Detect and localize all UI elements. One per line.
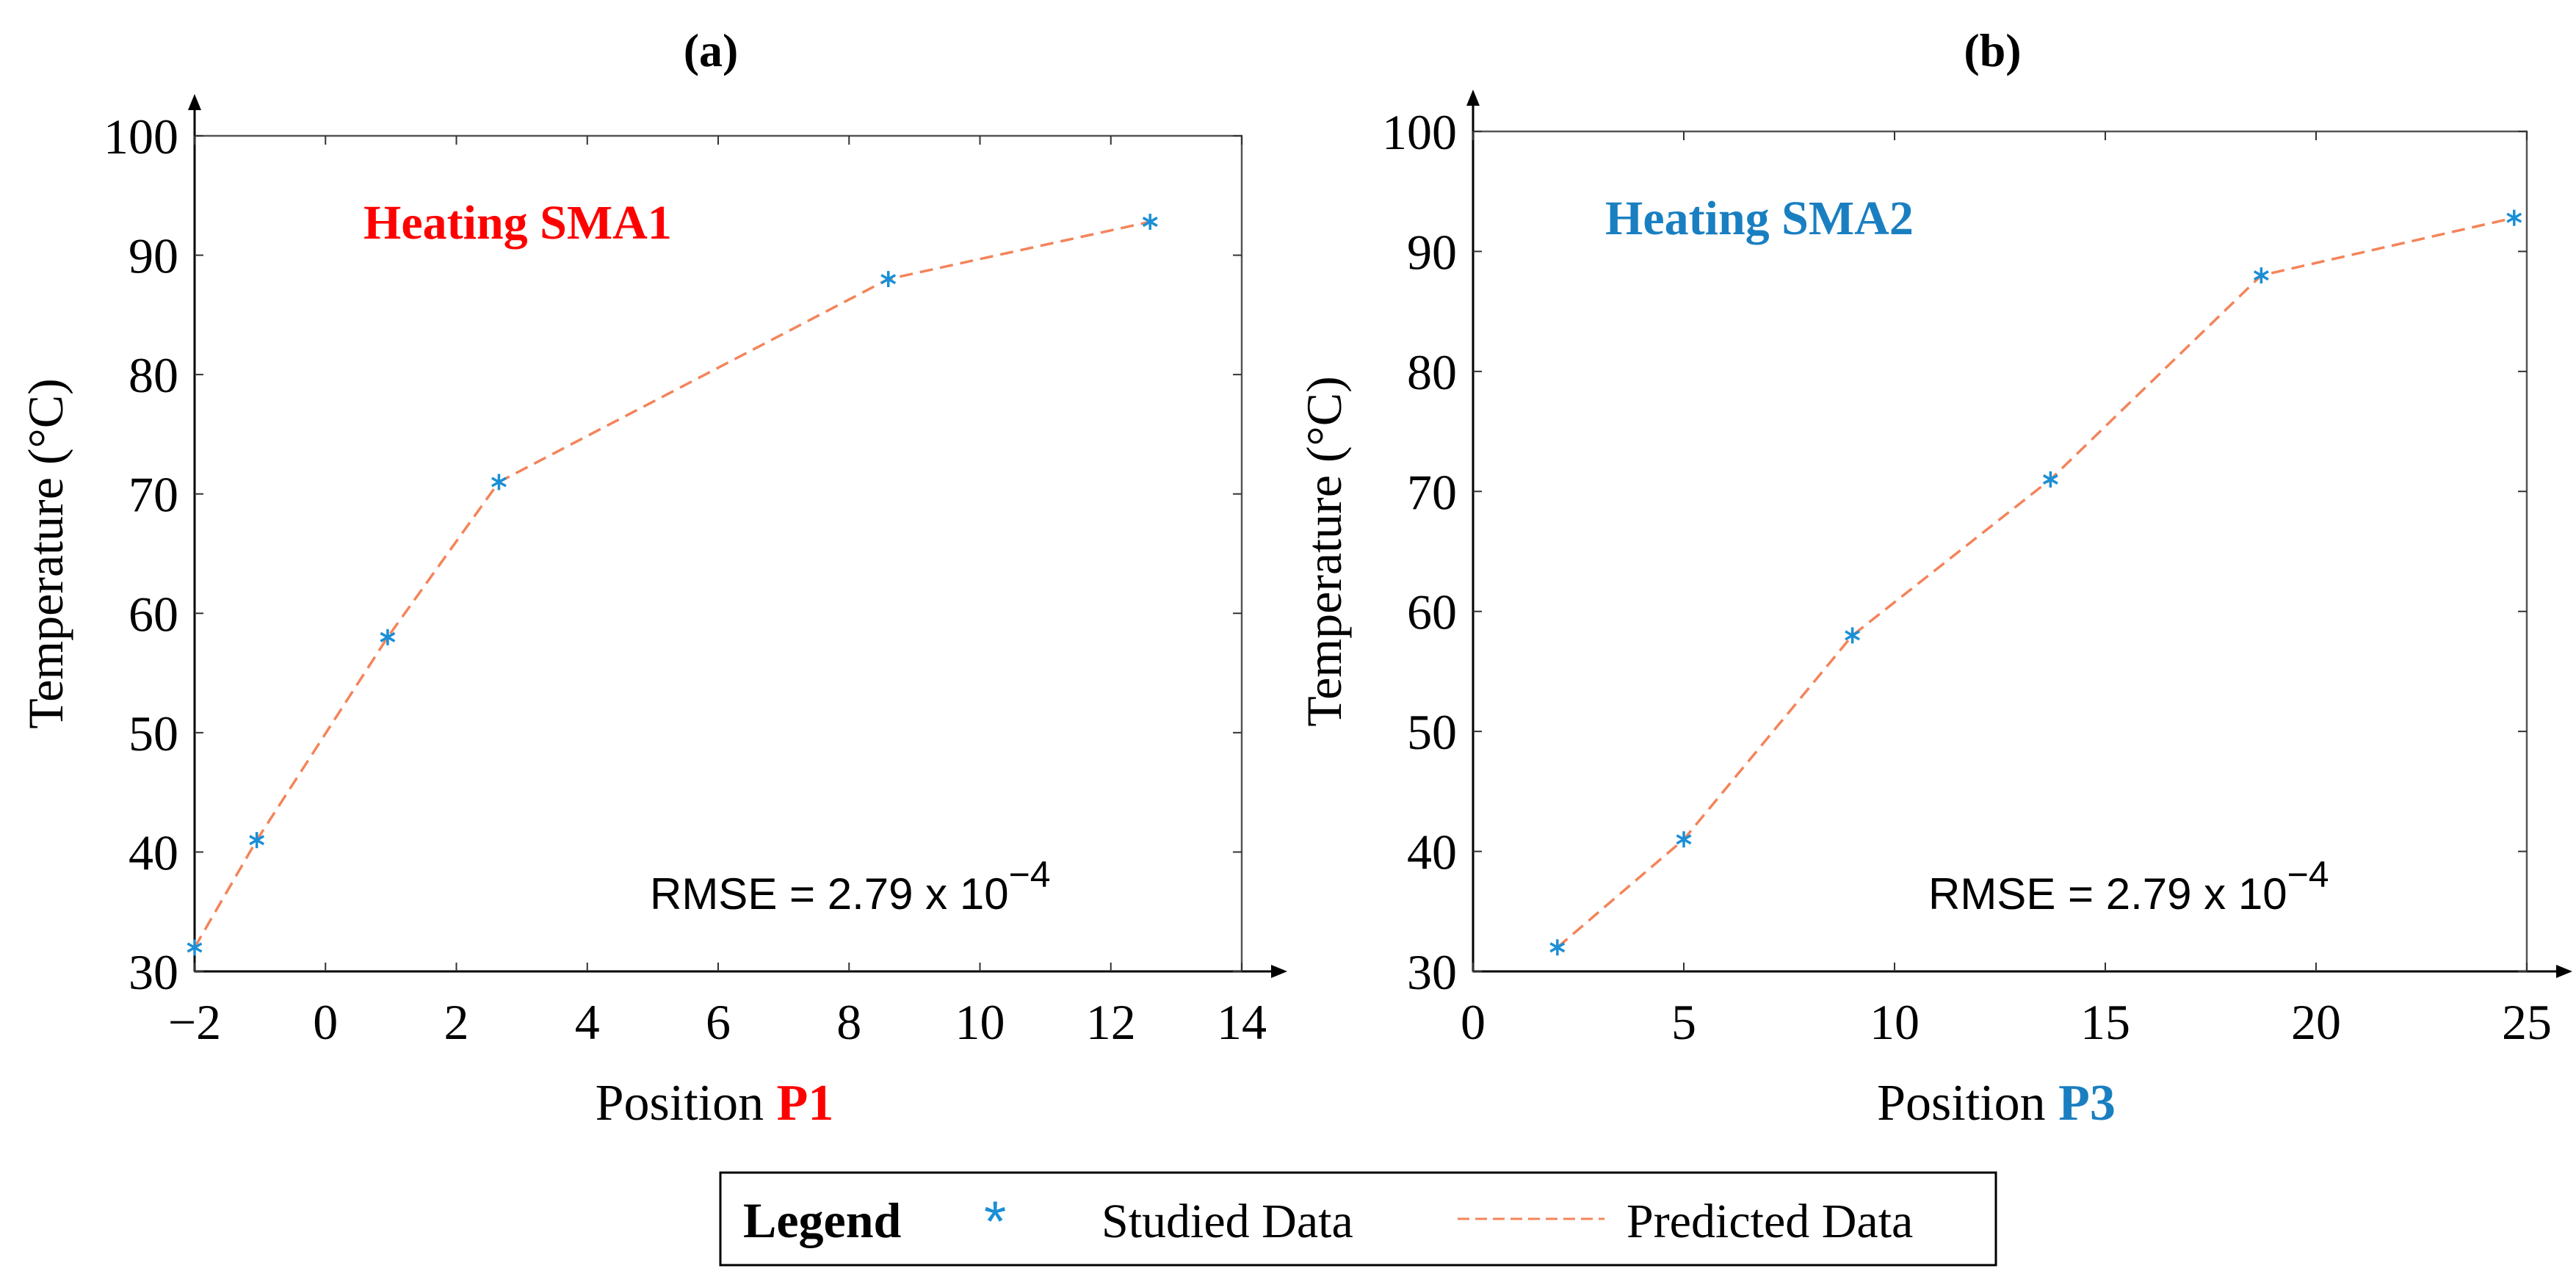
- legend-predicted-label: Predicted Data: [1627, 1195, 1913, 1248]
- y-tick-label: 90: [1407, 224, 1457, 280]
- x-axis-label-text: Position: [596, 1075, 777, 1131]
- rmse-annotation: RMSE = 2.79 x 10−4: [1928, 854, 2329, 919]
- x-tick-label: 25: [2502, 994, 2552, 1050]
- y-tick-label: 50: [129, 706, 178, 761]
- rmse-text: RMSE = 2.79 x 10: [1928, 869, 2287, 919]
- rmse-text: RMSE = 2.79 x 10: [650, 869, 1009, 919]
- y-axis-arrow-icon: [1466, 90, 1480, 106]
- rmse-exponent: −4: [2287, 854, 2329, 895]
- heating-annotation: Heating SMA1: [363, 196, 672, 250]
- studied-data-point: [2042, 471, 2058, 488]
- studied-data-point: [380, 629, 396, 645]
- y-tick-label: 50: [1407, 704, 1457, 760]
- y-tick-label: 70: [1407, 464, 1457, 520]
- studied-data-point: [880, 271, 897, 288]
- legend-studied-marker: *: [984, 1189, 1006, 1253]
- y-tick-label: 30: [1407, 944, 1457, 1000]
- y-tick-label: 60: [1407, 584, 1457, 640]
- legend-box: Legend * Studied Data Predicted Data: [719, 1171, 1997, 1267]
- y-tick-label: 100: [104, 109, 178, 164]
- studied-data-point: [491, 474, 507, 490]
- x-tick-label: 0: [313, 994, 338, 1050]
- x-axis-arrow-icon: [2556, 965, 2572, 978]
- y-tick-label: 40: [129, 825, 178, 880]
- studied-data-point: [1845, 627, 1861, 644]
- y-tick-label: 100: [1382, 104, 1457, 160]
- x-axis-label-highlight: P1: [777, 1075, 834, 1131]
- x-tick-label: 15: [2080, 994, 2130, 1050]
- x-tick-label: 14: [1217, 994, 1267, 1050]
- rmse-exponent: −4: [1009, 854, 1051, 895]
- panel-label: (a): [684, 24, 739, 76]
- x-tick-label: 5: [1671, 994, 1696, 1050]
- studied-data-point: [2506, 209, 2522, 226]
- studied-data-point: [1549, 939, 1566, 956]
- x-tick-label: 2: [444, 994, 469, 1050]
- panel-b: 0 5 10 15 20 25 30 40 50 60 70 80 90 100 (b) Temperatur…: [1296, 24, 2572, 1131]
- x-axis-arrow-icon: [1271, 965, 1287, 978]
- y-tick-label: 60: [129, 586, 178, 642]
- y-tick-label: 80: [129, 347, 178, 403]
- x-tick-label: 10: [1870, 994, 1920, 1050]
- panel-a: −2 0 2 4 6 8 10 12 14 30 40 50 60 70 80 90 100 (a) Tempera…: [18, 24, 1287, 1131]
- x-tick-label: 10: [955, 994, 1005, 1050]
- x-tick-label: 20: [2291, 994, 2341, 1050]
- y-axis-arrow-icon: [188, 94, 201, 110]
- x-axis-label-text: Position: [1877, 1075, 2058, 1131]
- x-axis-label: Position P1: [596, 1075, 834, 1131]
- legend-studied-label: Studied Data: [1101, 1195, 1353, 1248]
- plot-frame: [193, 134, 1243, 973]
- x-tick-label: 0: [1461, 994, 1486, 1050]
- y-tick-label: 90: [129, 228, 178, 284]
- x-tick-label: 8: [836, 994, 861, 1050]
- heating-annotation: Heating SMA2: [1605, 192, 1914, 245]
- panel-label: (b): [1964, 24, 2021, 76]
- y-tick-label: 40: [1407, 825, 1457, 880]
- y-axis-label: Temperature (°C): [18, 378, 73, 728]
- y-tick-label: 70: [129, 467, 178, 523]
- x-tick-label: 12: [1086, 994, 1136, 1050]
- x-axis-label-highlight: P3: [2058, 1075, 2116, 1131]
- y-axis-label: Temperature (°C): [1296, 376, 1352, 726]
- studied-data-point: [187, 939, 203, 956]
- plot-frame: [1472, 130, 2528, 973]
- predicted-data-line: [1556, 216, 2515, 949]
- x-tick-label: 4: [575, 994, 600, 1050]
- legend-title: Legend: [743, 1192, 902, 1248]
- rmse-annotation: RMSE = 2.79 x 10−4: [650, 854, 1051, 919]
- y-tick-label: 30: [129, 944, 178, 1000]
- y-tick-label: 80: [1407, 344, 1457, 400]
- studied-data-point: [1142, 214, 1158, 231]
- studied-data-point: [249, 832, 265, 849]
- studied-data-point: [1676, 831, 1692, 848]
- x-tick-label: 6: [706, 994, 731, 1050]
- x-axis-label: Position P3: [1877, 1075, 2116, 1131]
- predicted-data-line: [193, 220, 1151, 949]
- studied-data-point: [2253, 267, 2269, 284]
- x-tick-label: −2: [168, 994, 221, 1050]
